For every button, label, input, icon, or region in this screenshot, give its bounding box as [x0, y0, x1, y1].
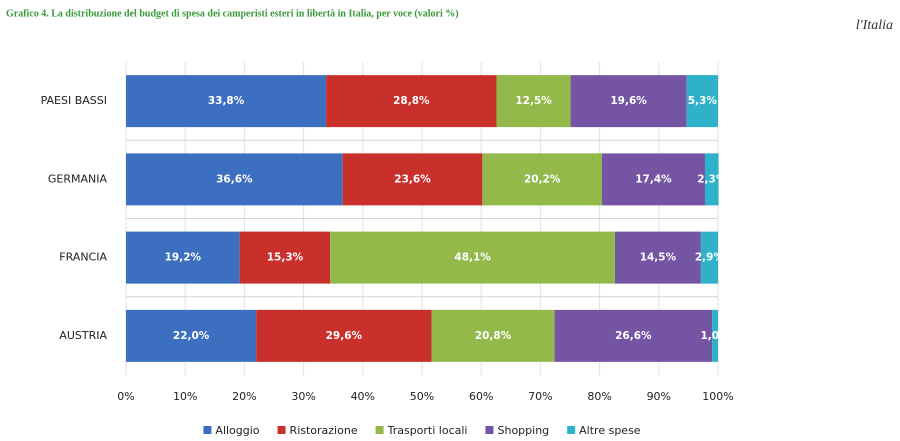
x-tick-label: 50% [410, 390, 434, 403]
value-label: 17,4% [635, 173, 672, 185]
value-label: 2,3% [697, 173, 727, 185]
x-tick-label: 100% [702, 390, 733, 403]
bar-segment [704, 153, 719, 206]
value-label: 26,6% [615, 330, 652, 342]
x-tick-label: 30% [291, 390, 315, 403]
legend-label: Alloggio [215, 424, 259, 437]
value-label: 48,1% [454, 252, 491, 264]
y-tick-label: FRANCIA [59, 251, 107, 264]
bar-segment [614, 231, 701, 284]
bar-segment [126, 75, 327, 128]
bar-segment [342, 153, 483, 206]
legend-swatch [203, 426, 212, 434]
value-label: 19,2% [165, 252, 202, 264]
y-tick-label: PAESI BASSI [41, 94, 107, 107]
bar-segment [431, 309, 555, 362]
legend-swatch [567, 426, 576, 434]
value-label: 20,2% [524, 173, 561, 185]
value-label: 12,5% [515, 95, 552, 107]
x-tick-label: 40% [351, 390, 375, 403]
bar-segment [326, 75, 497, 128]
bar-segment [330, 231, 615, 284]
legend-label: Trasporti locali [387, 424, 468, 437]
y-tick-label: AUSTRIA [59, 329, 107, 342]
chart-title: Grafico 4. La distribuzione del budget d… [6, 8, 459, 19]
x-tick-label: 90% [647, 390, 671, 403]
x-tick-label: 20% [232, 390, 256, 403]
value-label: 14,5% [640, 252, 677, 264]
value-label: 28,8% [393, 95, 430, 107]
x-tick-label: 70% [528, 390, 552, 403]
value-label: 15,3% [267, 252, 304, 264]
bar-segment [256, 309, 432, 362]
x-tick-label: 10% [173, 390, 197, 403]
bar-segment [126, 153, 343, 206]
legend-swatch [485, 426, 494, 434]
bar-segment [570, 75, 687, 128]
legend-swatch [277, 426, 286, 434]
value-label: 23,6% [394, 173, 431, 185]
x-tick-label: 80% [587, 390, 611, 403]
annotation: l'Italia [856, 18, 893, 33]
bar-segment [496, 75, 571, 128]
bar-segment [686, 75, 718, 128]
x-tick-label: 60% [469, 390, 493, 403]
value-label: 19,6% [610, 95, 647, 107]
value-label: 2,9% [695, 252, 725, 264]
value-label: 22,0% [173, 330, 210, 342]
value-label: 1,0% [700, 330, 730, 342]
bar-segment [700, 231, 718, 284]
value-label: 36,6% [216, 173, 253, 185]
y-tick-label: GERMANIA [48, 172, 108, 185]
bar-segment [126, 231, 240, 284]
legend-label: Ristorazione [290, 424, 358, 437]
value-label: 5,3% [688, 95, 718, 107]
value-label: 29,6% [326, 330, 363, 342]
bar-segment [601, 153, 705, 206]
bar-segment [712, 309, 718, 362]
bar-segment [554, 309, 713, 362]
x-tick-label: 0% [117, 390, 134, 403]
bar-segment [239, 231, 331, 284]
value-label: 20,8% [475, 330, 512, 342]
legend-swatch [375, 426, 384, 434]
legend-label: Shopping [497, 424, 549, 437]
legend-label: Altre spese [579, 424, 641, 437]
bar-segment [126, 309, 257, 362]
value-label: 33,8% [208, 95, 245, 107]
bar-segment [482, 153, 602, 206]
